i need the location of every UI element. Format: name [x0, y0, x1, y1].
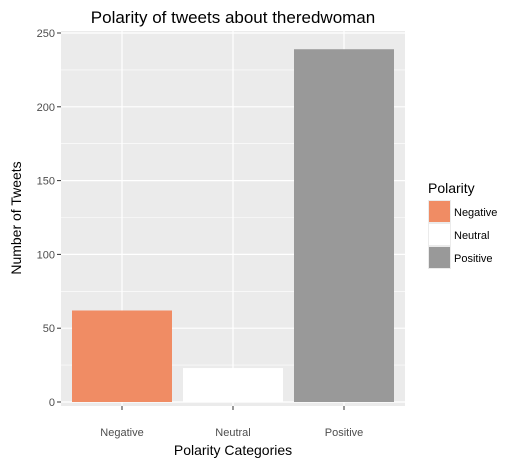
bar-neutral	[183, 368, 283, 402]
y-axis: 0 50 100 150 200 250	[37, 28, 61, 409]
legend-label-negative: Negative	[454, 207, 497, 219]
x-axis: Negative Neutral Positive	[100, 406, 363, 439]
chart-title: Polarity of tweets about theredwoman	[91, 8, 375, 27]
bar-negative	[72, 310, 172, 402]
legend-label-positive: Positive	[454, 253, 493, 265]
y-tick-label: 100	[37, 249, 55, 261]
y-tick-label: 150	[37, 176, 55, 188]
legend-items: Negative Neutral Positive	[428, 200, 497, 269]
x-tick-label: Neutral	[215, 427, 250, 439]
bars	[72, 49, 394, 403]
legend-title: Polarity	[428, 180, 475, 196]
y-tick-label: 250	[37, 28, 55, 40]
x-axis-title: Polarity Categories	[174, 442, 292, 458]
y-tick-label: 50	[43, 323, 55, 335]
legend-swatch-negative	[429, 201, 450, 222]
y-tick-label: 0	[49, 397, 55, 409]
y-axis-title: Number of Tweets	[8, 161, 24, 274]
x-tick-label: Negative	[100, 427, 143, 439]
legend-label-neutral: Neutral	[454, 230, 489, 242]
x-tick-label: Positive	[325, 427, 364, 439]
legend-swatch-neutral	[429, 224, 450, 245]
y-tick-label: 200	[37, 102, 55, 114]
bar-positive	[294, 49, 394, 403]
legend: Polarity Negative Neutral Positive	[428, 180, 497, 269]
legend-swatch-positive	[429, 247, 450, 268]
